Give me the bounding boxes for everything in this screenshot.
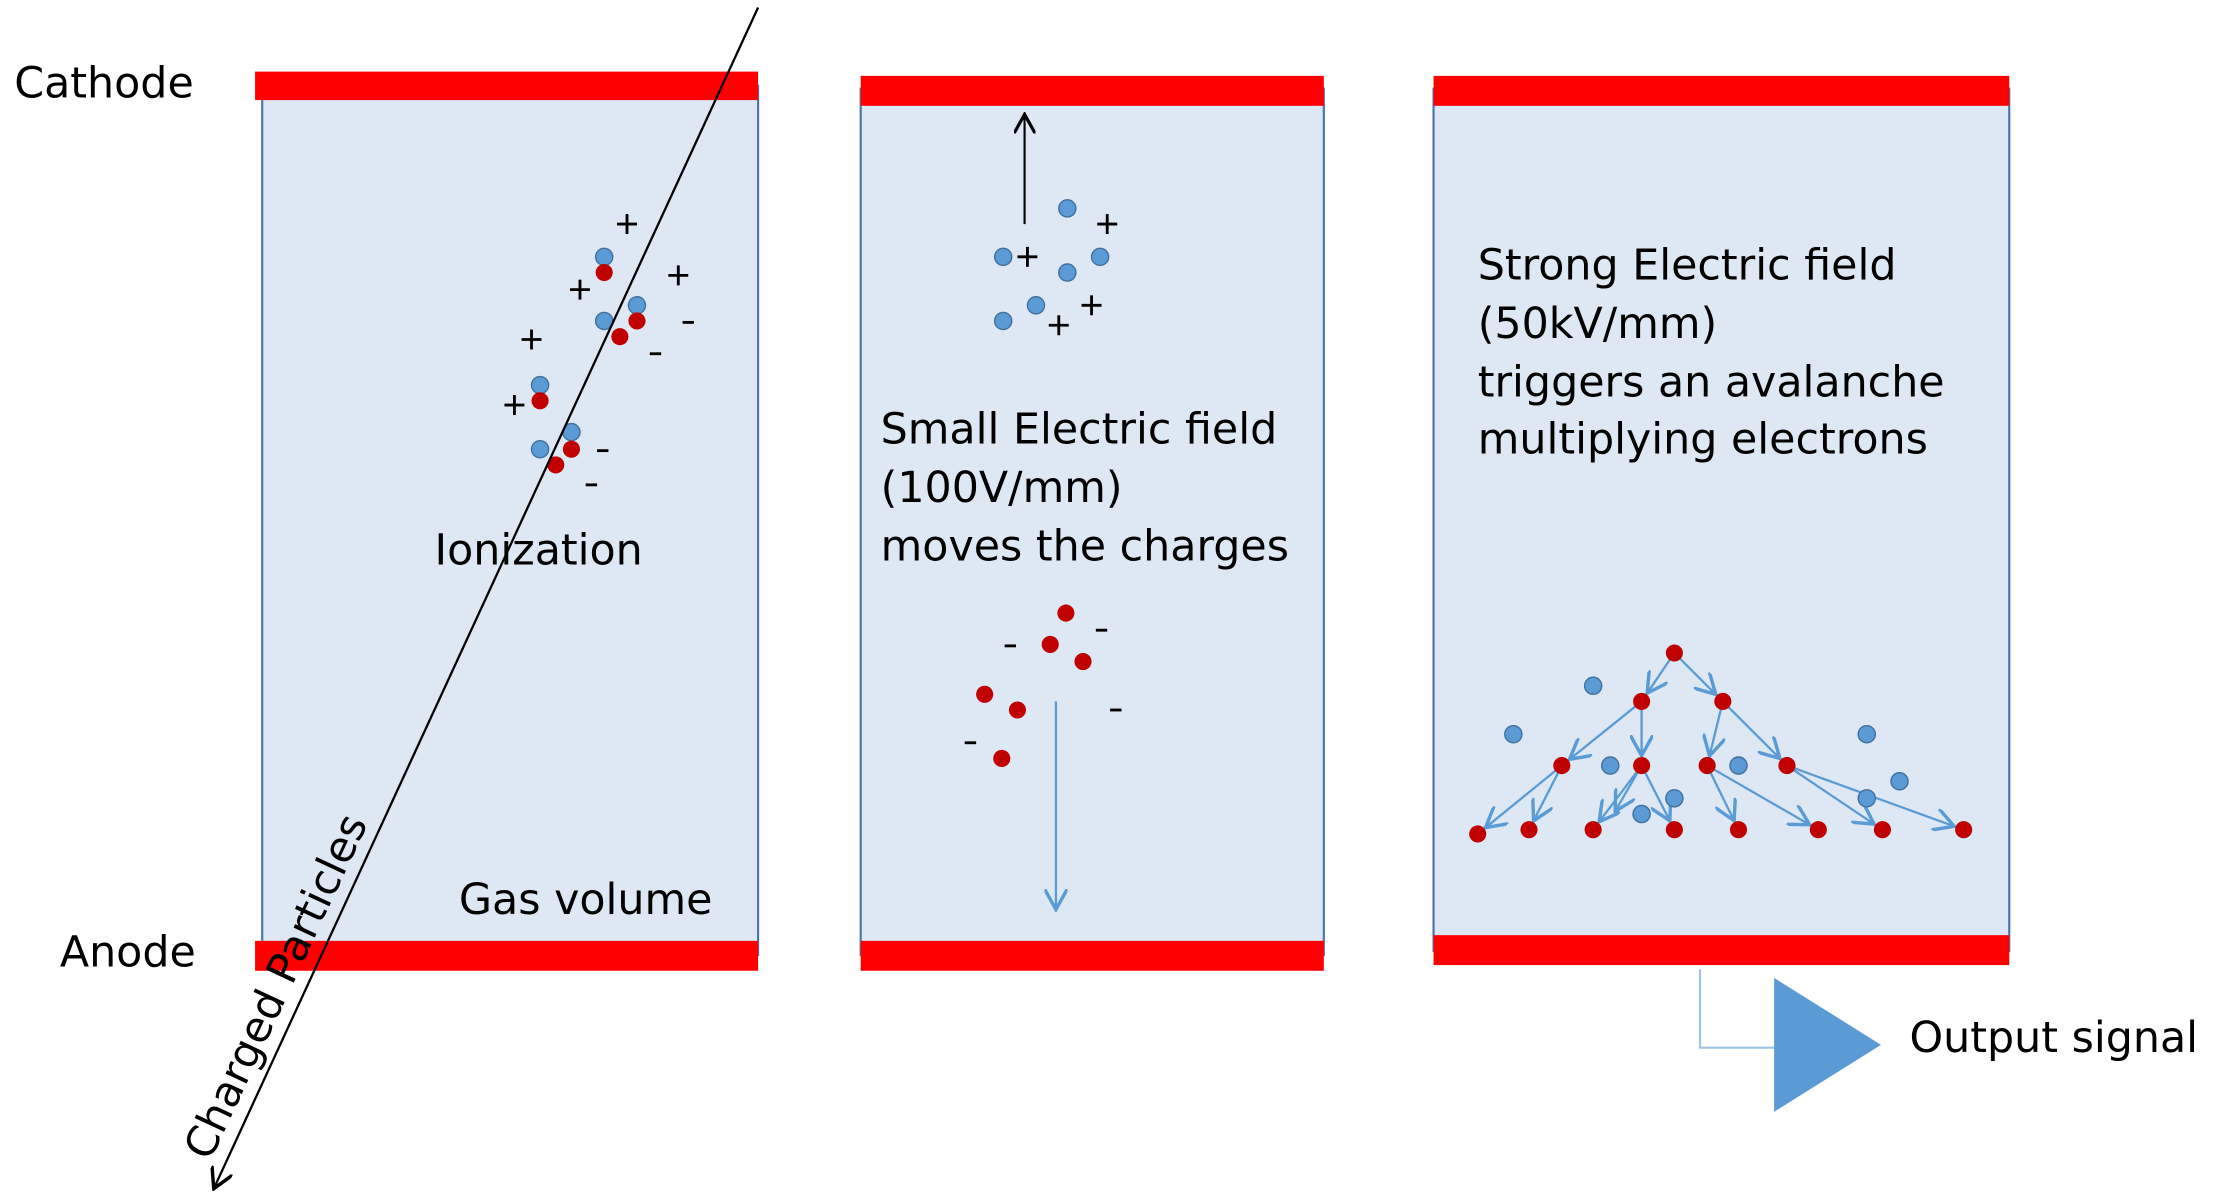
ion [1666,790,1683,807]
electron [596,264,613,281]
electron [563,441,580,458]
electron [1666,821,1683,838]
electron [611,328,628,345]
ion [1092,248,1109,265]
ion [596,248,613,265]
electron [1699,757,1716,774]
ion [532,377,549,394]
ion [1059,200,1076,217]
electron [993,750,1010,767]
electron [1730,821,1747,838]
electron [1074,653,1091,670]
ion [1730,757,1747,774]
ion [628,297,645,314]
ion [995,248,1012,265]
ion [1633,805,1650,822]
output-label: Output signal [1909,1013,2198,1063]
ion [1891,773,1908,790]
ion [1602,757,1619,774]
panel-text: multiplying electrons [1478,415,1928,465]
electron [1955,821,1972,838]
electron [1874,821,1891,838]
electron [1042,636,1059,653]
ion [1059,264,1076,281]
cathode-label: Cathode [14,58,193,108]
ion [1585,677,1602,694]
amplifier [1774,978,1881,1112]
ion [995,312,1012,329]
ion [532,441,549,458]
panel-text: triggers an avalanche [1478,358,1945,408]
electron [628,312,645,329]
electron [976,686,993,703]
electron [1520,821,1537,838]
panel-text: Ionization [435,526,643,576]
electron [1633,693,1650,710]
ion [1858,726,1875,743]
panel-avalanche: Strong Electric field (50kV/mm) triggers… [1434,76,2010,965]
electron [1633,757,1650,774]
diagram: Ionization Gas volume Small Electric fie… [0,0,2223,1192]
panel-drift: Small Electric field (100V/mm) moves the… [861,76,1324,971]
electron [1714,693,1731,710]
gas-volume: Gas volume [459,875,713,925]
electron [1469,825,1486,842]
panel-text: Strong Electric field [1478,241,1897,291]
ion [1858,790,1875,807]
ion [1027,297,1044,314]
electron [1553,757,1570,774]
electron [1666,644,1683,661]
electron [1778,757,1795,774]
electron [1057,605,1074,622]
panel-text: (100V/mm) [881,463,1123,513]
panel-text: (50kV/mm) [1478,299,1717,349]
electron [1585,821,1602,838]
electron [1009,701,1026,718]
anode-label: Anode [60,928,196,978]
electron [532,392,549,409]
electron [1810,821,1827,838]
panel-text: Small Electric field [881,405,1278,455]
ion [1505,726,1522,743]
panel-text: moves the charges [881,521,1289,571]
